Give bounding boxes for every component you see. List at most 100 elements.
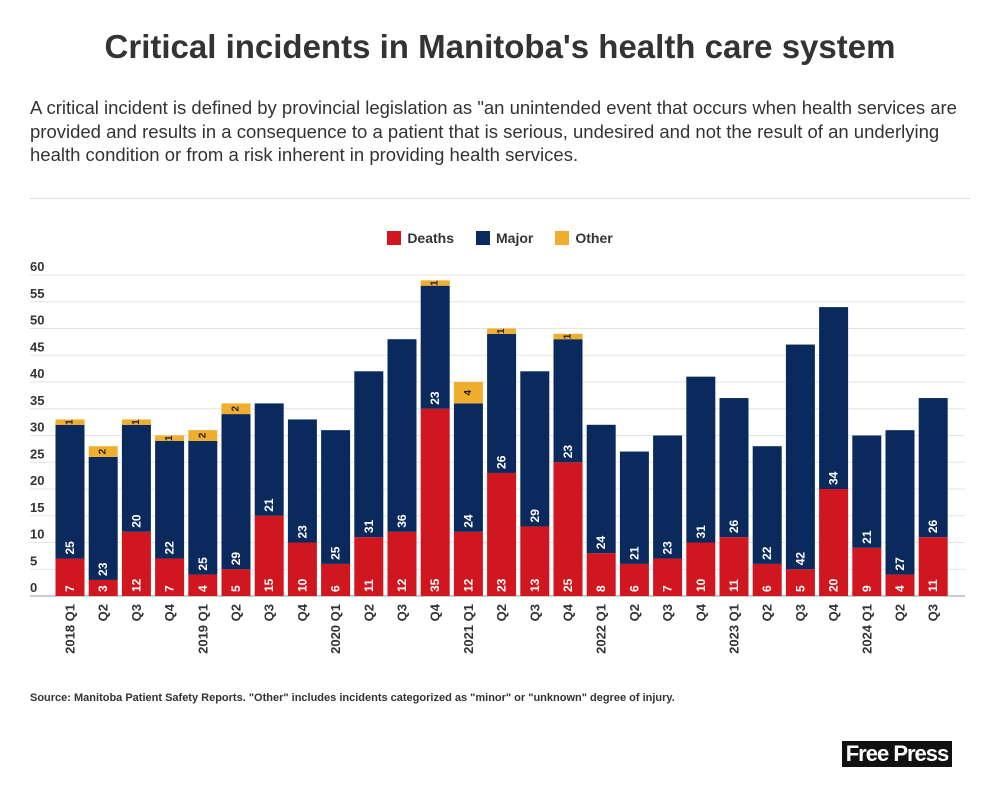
x-tick-label: Q2 (96, 604, 111, 621)
x-tick-label: 2020 Q1 (328, 604, 343, 654)
x-tick-label: Q4 (295, 603, 310, 621)
bar-major (287, 419, 317, 543)
data-label: 21 (262, 498, 276, 512)
y-tick-label: 10 (30, 527, 44, 542)
data-label: 2 (98, 448, 109, 454)
data-label: 25 (63, 541, 77, 555)
x-tick-label: Q4 (826, 603, 841, 621)
data-label: 25 (196, 557, 210, 571)
bar-deaths (553, 462, 583, 596)
data-label: 10 (295, 578, 309, 592)
data-label: 2 (197, 432, 208, 438)
data-label: 26 (727, 519, 741, 533)
data-label: 8 (594, 585, 608, 592)
bar-major (752, 446, 782, 564)
bar-major (155, 440, 185, 559)
data-label: 1 (563, 333, 574, 339)
bar-major (321, 430, 351, 564)
legend-item-deaths: Deaths (387, 230, 454, 246)
data-label: 10 (694, 578, 708, 592)
bar-major (686, 376, 716, 543)
bar-major (88, 456, 118, 580)
data-label: 31 (362, 519, 376, 533)
bar-other (55, 419, 85, 425)
x-tick-label: Q3 (926, 604, 941, 621)
data-label: 25 (561, 578, 575, 592)
bar-deaths (586, 553, 616, 596)
y-tick-label: 35 (30, 393, 44, 408)
bar-major (387, 339, 417, 532)
y-tick-label: 5 (30, 553, 37, 568)
data-label: 9 (860, 585, 874, 592)
data-label: 1 (164, 435, 175, 441)
x-tick-label: 2021 Q1 (461, 604, 476, 654)
data-label: 6 (760, 585, 774, 592)
x-tick-label: 2023 Q1 (727, 604, 742, 654)
data-label: 26 (495, 455, 509, 469)
bar-other (155, 435, 185, 441)
data-label: 21 (627, 546, 641, 560)
bar-deaths (752, 563, 782, 596)
x-tick-label: Q2 (627, 604, 642, 621)
legend-item-other: Other (555, 230, 613, 246)
data-label: 23 (561, 445, 575, 459)
bar-deaths (819, 489, 849, 596)
bar-deaths (188, 574, 218, 596)
x-tick-label: 2022 Q1 (594, 604, 609, 654)
data-label: 24 (461, 514, 475, 528)
data-label: 34 (827, 471, 841, 485)
legend-item-major: Major (476, 230, 533, 246)
data-label: 20 (129, 514, 143, 528)
bar-deaths (55, 558, 85, 596)
x-tick-label: 2019 Q1 (195, 604, 210, 654)
bar-deaths (785, 569, 815, 596)
x-tick-label: Q3 (660, 604, 675, 621)
legend-swatch (476, 231, 490, 245)
bar-other (88, 446, 118, 457)
x-tick-label: Q2 (494, 604, 509, 621)
data-label: 42 (793, 552, 807, 566)
chart-description: A critical incident is defined by provin… (30, 97, 957, 165)
bar-major (420, 285, 450, 409)
bar-major (188, 440, 218, 575)
bar-deaths (354, 537, 384, 596)
bar-deaths (420, 408, 450, 596)
x-tick-label: Q2 (760, 604, 775, 621)
bar-deaths (88, 579, 118, 596)
y-tick-label: 0 (30, 580, 37, 595)
bar-deaths (686, 542, 716, 596)
data-label: 23 (96, 562, 110, 576)
x-tick-label: Q3 (262, 604, 277, 621)
bar-deaths (918, 537, 948, 596)
x-tick-label: Q4 (693, 603, 708, 621)
legend-label: Other (575, 230, 613, 246)
bar-major (885, 430, 915, 575)
data-label: 4 (463, 389, 474, 395)
legend-label: Deaths (407, 230, 454, 246)
data-label: 23 (495, 578, 509, 592)
bar-deaths (387, 531, 417, 596)
divider (30, 198, 970, 199)
bar-major (553, 339, 583, 463)
bar-deaths (719, 537, 749, 596)
data-label: 4 (196, 585, 210, 592)
data-label: 12 (395, 578, 409, 592)
bar-deaths (487, 472, 517, 596)
data-label: 4 (893, 585, 907, 592)
data-label: 29 (528, 509, 542, 523)
data-label: 1 (496, 328, 507, 334)
source-note: Source: Manitoba Patient Safety Reports.… (30, 692, 675, 704)
legend: Deaths Major Other (0, 230, 1000, 246)
data-label: 12 (129, 578, 143, 592)
x-tick-label: Q2 (893, 604, 908, 621)
y-tick-label: 55 (30, 286, 44, 301)
bar-major (819, 307, 849, 489)
data-label: 36 (395, 514, 409, 528)
data-label: 12 (461, 578, 475, 592)
data-label: 35 (428, 578, 442, 592)
y-tick-label: 20 (30, 473, 44, 488)
free-press-logo: Free Press (842, 741, 952, 767)
data-label: 1 (65, 419, 76, 425)
data-label: 25 (329, 546, 343, 560)
